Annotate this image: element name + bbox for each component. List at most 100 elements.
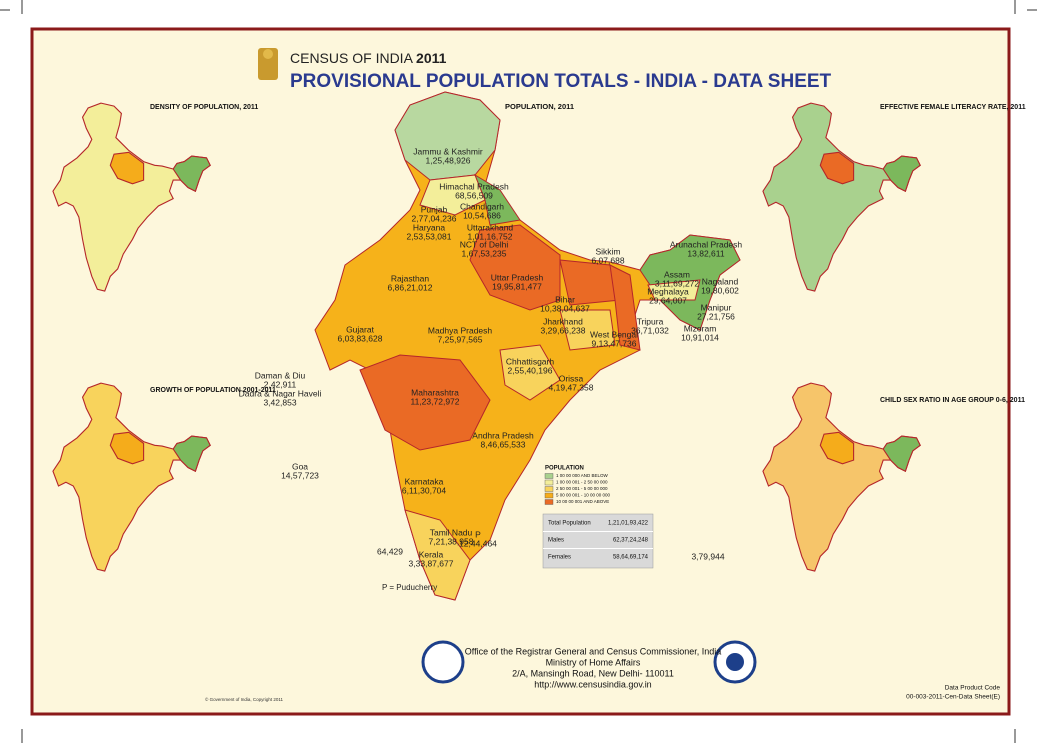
region-value: 3,79,944 (691, 551, 724, 561)
region-value: 1,67,53,235 (462, 248, 507, 258)
region-value: 19,95,81,477 (492, 281, 542, 291)
region-name: Rajasthan (391, 273, 430, 283)
table-value: 58,64,69,174 (613, 555, 649, 561)
product-label: Data Product Code (945, 685, 1001, 692)
footer-logos (421, 640, 757, 684)
region-name: Andhra Pradesh (472, 430, 534, 440)
legend: POPULATION 1 00 00 000 AND BELOW 1 00 00 … (544, 466, 611, 505)
small-map (762, 102, 921, 292)
region-value: 68,56,509 (455, 190, 493, 200)
region-name: Daman & Diu (255, 370, 306, 380)
product-code: 00-003-2011-Cen-Data Sheet(E) (906, 694, 1000, 701)
region-value: 64,429 (377, 546, 403, 556)
region-name: Maharashtra (411, 387, 459, 397)
small-map-region (172, 155, 211, 192)
region-shape (609, 264, 641, 351)
region-value: 7,21,38,958 (429, 536, 474, 546)
region-name: Orissa (559, 373, 584, 383)
region-name: Arunachal Pradesh (670, 239, 743, 249)
main-map-title: POPULATION, 2011 (505, 102, 574, 111)
region-value: 13,82,611 (687, 248, 724, 258)
region-name: Madhya Pradesh (428, 325, 493, 335)
region-name: West Bengal (590, 329, 638, 339)
puducherry-note: P = Puducherry (382, 583, 437, 592)
small-map-region (882, 435, 921, 472)
region-name: Kerala (419, 549, 444, 559)
region-value: 2,77,04,236 (412, 213, 457, 223)
region-value: 19,80,602 (701, 285, 739, 295)
region-shape (469, 224, 561, 311)
region-name: Uttar Pradesh (491, 272, 544, 282)
header-kicker: CENSUS OF INDIA 2011 (290, 50, 447, 66)
region-value: 1,25,48,926 (426, 155, 471, 165)
region-name: Karnataka (405, 476, 444, 486)
year: 2011 (416, 50, 447, 66)
region-name: Goa (292, 461, 308, 471)
region-shape (359, 354, 491, 451)
legend-label: 1 00 00 001 - 2 50 00 000 (556, 480, 608, 485)
footer-office: Office of the Registrar General and Cens… (465, 646, 721, 656)
region-shape (559, 309, 616, 351)
region-value: 27,21,756 (697, 311, 735, 321)
small-map (762, 382, 921, 572)
region-name: Tamil Nadu (430, 527, 473, 537)
footer-address: 2/A, Mansingh Road, New Delhi- 110011 (512, 668, 674, 678)
footer-url: http://www.censusindia.gov.in (534, 679, 651, 689)
region-value: 8,46,65,533 (481, 439, 526, 449)
region-value: 1,01,16,752 (468, 231, 513, 241)
legend-swatch (544, 499, 554, 505)
table-key: Males (548, 538, 564, 544)
legend-label: 1 00 00 000 AND BELOW (556, 473, 609, 478)
region-value: 6,11,30,704 (402, 485, 447, 495)
totals-table: Total Population 1,21,01,93,422 Males 62,37… (542, 513, 654, 569)
small-map-title: CHILD SEX RATIO IN AGE GROUP 0-6, 2011 (880, 397, 1025, 404)
kicker: CENSUS OF INDIA (290, 50, 414, 66)
small-map-title: EFFECTIVE FEMALE LITERACY RATE, 2011 (880, 104, 1026, 111)
small-map (52, 382, 211, 572)
small-map-title: DENSITY OF POPULATION, 2011 (150, 104, 258, 111)
table-value: 1,21,01,93,422 (608, 521, 649, 527)
main-map (314, 91, 741, 601)
small-map-region (109, 431, 145, 465)
region-value: 7,25,97,565 (438, 334, 483, 344)
region-name: Jharkhand (543, 316, 583, 326)
region-value: 11,23,72,972 (411, 396, 460, 406)
small-map-region (109, 151, 145, 185)
small-map-region (819, 151, 855, 185)
region-value: 2,42,911 (264, 379, 297, 389)
legend-swatch (544, 492, 554, 499)
emblem (258, 48, 278, 80)
region-value: 10,54,686 (463, 210, 501, 220)
region-shape (419, 174, 486, 216)
region-name: Nagaland (702, 276, 739, 286)
region-value: 14,57,723 (281, 470, 319, 480)
region-value: 36,71,032 (631, 325, 669, 335)
region-value: 2,53,53,081 (407, 231, 452, 241)
region-name: Bihar (555, 294, 575, 304)
small-maps: DENSITY OF POPULATION, 2011 GROWTH OF POP… (52, 102, 1026, 572)
region-name: Tripura (637, 316, 664, 326)
region-name: Sikkim (595, 246, 620, 256)
small-map-title: GROWTH OF POPULATION 2001-2011 (150, 387, 276, 394)
header-title: PROVISIONAL POPULATION TOTALS - INDIA - … (290, 71, 832, 92)
table-key: Females (548, 555, 571, 561)
legend-label: 5 00 00 001 - 10 00 00 000 (556, 493, 611, 498)
region-name: Gujarat (346, 324, 375, 334)
small-map-region (882, 155, 921, 192)
region-value: 6,07,688 (591, 255, 624, 265)
region-name: NCT of Delhi (460, 239, 509, 249)
region-name: Himachal Pradesh (439, 181, 509, 191)
region-value: 3,42,853 (263, 397, 296, 407)
region-name: Manipur (701, 302, 732, 312)
region-value: 2,55,40,196 (508, 365, 553, 375)
region-value: 3,11,69,272 (655, 278, 700, 288)
small-map-region (172, 435, 211, 472)
region-name: Haryana (413, 222, 445, 232)
region-name: Uttarakhand (467, 222, 514, 232)
region-value: 4,19,47,358 (549, 382, 594, 392)
legend-swatch (544, 486, 554, 492)
copyright: © Government of India, Copyright 2011 (205, 696, 284, 702)
legend-label: 10 00 00 001 AND ABOVE (556, 499, 609, 504)
